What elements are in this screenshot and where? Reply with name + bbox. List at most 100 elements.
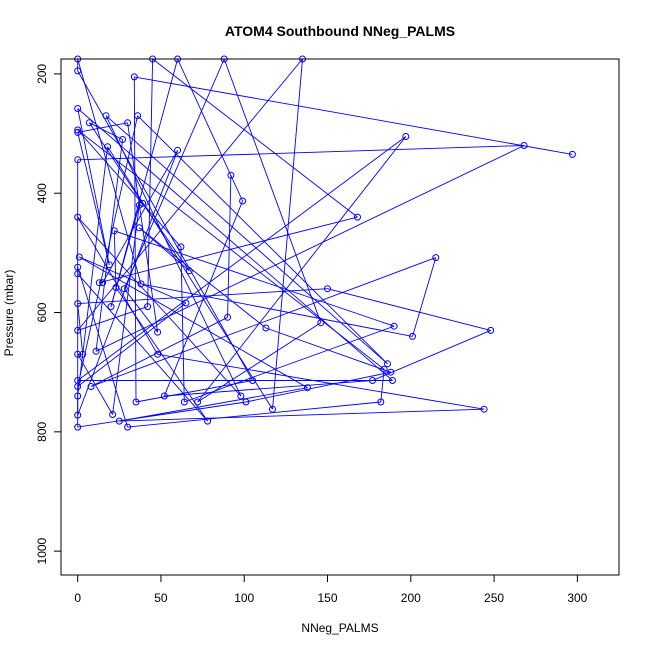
data-point — [568, 150, 576, 158]
data-point — [154, 328, 162, 336]
x-tick-label: 100 — [234, 591, 254, 605]
data-point — [224, 313, 232, 321]
data-point — [105, 261, 113, 269]
data-point — [74, 156, 82, 164]
y-axis: 200 400 600 800 1000 — [35, 64, 62, 564]
data-point — [124, 119, 132, 127]
series-line-segment — [77, 136, 407, 381]
series-line-segment — [77, 145, 525, 161]
series-line-segment — [372, 329, 491, 381]
series-line-segment — [77, 129, 182, 248]
series-line-segment — [380, 369, 385, 403]
data-point — [74, 350, 82, 358]
data-point — [262, 324, 270, 332]
data-point — [185, 267, 193, 275]
series-line-segment — [147, 58, 154, 307]
data-point — [87, 383, 95, 390]
data-point — [154, 350, 162, 358]
y-axis-label: Pressure (mbar) — [2, 270, 16, 357]
data-point — [174, 146, 182, 154]
series-line-segment — [77, 58, 303, 331]
data-point — [239, 197, 247, 205]
data-point — [132, 398, 140, 406]
series-line-segment — [180, 246, 185, 403]
series-line-segment — [89, 122, 123, 140]
data-point — [317, 319, 325, 327]
series-line-segment — [107, 146, 273, 410]
data-point — [74, 392, 82, 400]
data-point — [102, 112, 110, 120]
series-line-segment — [79, 256, 187, 304]
data-point — [520, 142, 528, 149]
data-point — [74, 300, 82, 308]
x-axis-label: NNeg_PALMS — [301, 621, 378, 635]
data-point — [480, 405, 488, 413]
data-point — [74, 128, 82, 136]
data-point — [104, 143, 112, 151]
series-line-segment — [119, 387, 308, 422]
data-point — [74, 411, 82, 419]
series-line-segment — [77, 401, 246, 428]
series-line-segment — [105, 115, 242, 397]
data-point — [92, 347, 100, 355]
series-line-segment — [77, 216, 242, 397]
data-point — [204, 417, 212, 425]
x-tick-label: 0 — [74, 591, 81, 605]
series-line-segment — [95, 145, 525, 352]
series-line-segment — [227, 175, 232, 318]
series-line-segment — [90, 257, 436, 387]
series-line-segment — [139, 227, 267, 329]
data-point — [119, 136, 127, 143]
series-line-segment — [77, 58, 142, 285]
series-line-segment — [77, 70, 253, 381]
data-point — [304, 384, 311, 392]
data-point — [139, 199, 147, 207]
series-line-segment — [140, 283, 413, 337]
data-point — [74, 213, 82, 221]
data-point — [74, 263, 82, 271]
series-line-segment — [184, 325, 395, 403]
data-point — [269, 405, 276, 413]
series-line-segment — [102, 150, 178, 283]
data-point — [137, 280, 145, 288]
series-line-segment — [157, 353, 485, 410]
series-line-segment — [77, 267, 129, 428]
y-tick-label: 800 — [35, 422, 49, 442]
data-point — [74, 423, 82, 431]
data-point — [487, 326, 495, 334]
series-line-segment — [77, 108, 110, 265]
data-point — [409, 332, 416, 340]
data-point — [180, 398, 188, 406]
plot-lines — [77, 58, 573, 428]
series-line-segment — [327, 288, 491, 331]
data-point — [227, 171, 235, 179]
data-point — [387, 368, 395, 376]
data-point — [74, 270, 82, 278]
series-line-segment — [88, 122, 143, 204]
data-point — [74, 105, 82, 112]
x-tick-label: 150 — [317, 591, 337, 605]
data-point — [144, 303, 152, 311]
series-line-segment — [77, 146, 109, 397]
series-line-segment — [152, 58, 358, 218]
series-line-segment — [133, 76, 137, 403]
data-point — [177, 243, 185, 251]
data-point — [324, 285, 331, 293]
series-line-segment — [119, 408, 485, 422]
data-point — [390, 322, 398, 330]
data-point — [249, 377, 257, 384]
data-point — [79, 350, 87, 358]
data-point — [134, 112, 142, 120]
data-point — [107, 303, 115, 311]
data-point — [377, 398, 385, 406]
data-point — [74, 67, 82, 75]
data-point — [130, 73, 138, 81]
series-line-segment — [197, 136, 407, 403]
data-point — [110, 227, 118, 235]
data-point — [74, 126, 82, 134]
chart-title: ATOM4 Southbound NNeg_PALMS — [225, 23, 455, 39]
data-point — [380, 365, 388, 373]
series-line-segment — [197, 322, 322, 403]
